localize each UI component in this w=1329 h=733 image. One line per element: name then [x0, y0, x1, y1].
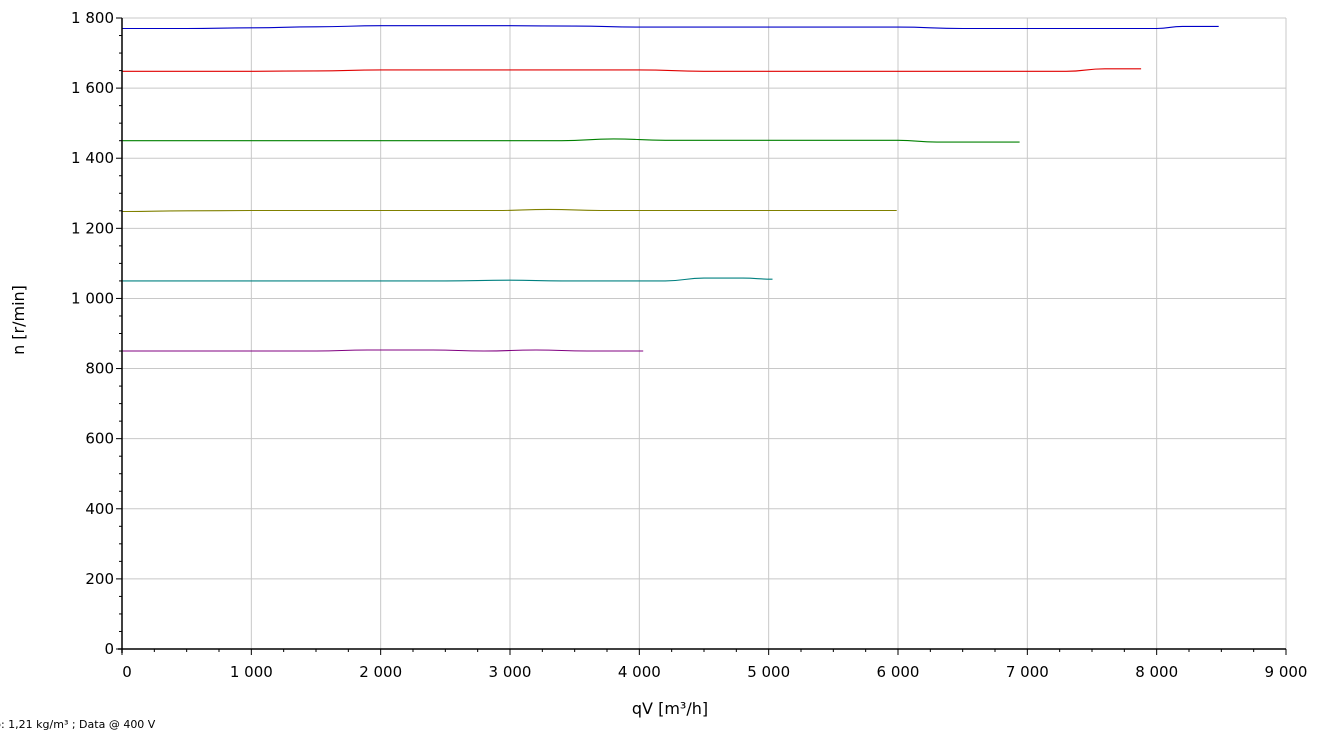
y-tick-label-7: 1 400 — [71, 149, 114, 167]
y-tick-label-2: 400 — [85, 500, 114, 518]
x-tick-label-6: 6 000 — [877, 663, 920, 681]
y-tick-label-0: 0 — [104, 640, 114, 658]
x-tick-label-4: 4 000 — [618, 663, 661, 681]
series-line-4 — [121, 208, 897, 213]
y-tick-label-1: 200 — [85, 570, 114, 588]
axes — [118, 18, 1286, 653]
y-tick-label-6: 1 200 — [71, 219, 114, 237]
series-line-2 — [122, 68, 1142, 72]
y-axis-ticks: 0 200 400 600 800 1 000 1 200 1 400 1 600 1 800 — [71, 9, 122, 658]
x-tick-label-8: 8 000 — [1135, 663, 1178, 681]
series-line-3 — [122, 138, 1020, 143]
chart-footnote: ρ: 1,21 kg/m³ ; Data @ 400 V — [0, 718, 156, 731]
x-tick-label-0: 0 — [122, 663, 132, 681]
x-tick-label-7: 7 000 — [1006, 663, 1049, 681]
y-tick-label-5: 1 000 — [71, 289, 114, 307]
y-tick-label-8: 1 600 — [71, 79, 114, 97]
data-series — [121, 25, 1219, 352]
x-axis-label: qV [m³/h] — [632, 699, 708, 718]
x-tick-label-9: 9 000 — [1265, 663, 1308, 681]
y-tick-label-9: 1 800 — [71, 9, 114, 27]
series-line-6 — [121, 349, 644, 352]
series-line-5 — [121, 277, 773, 282]
x-axis-ticks: 0 1 000 2 000 3 000 4 000 5 000 6 000 7 000 8 00… — [121, 649, 1308, 681]
x-tick-label-5: 5 000 — [747, 663, 790, 681]
y-tick-label-4: 800 — [85, 360, 114, 378]
x-tick-label-3: 3 000 — [489, 663, 532, 681]
x-tick-label-1: 1 000 — [230, 663, 273, 681]
x-tick-label-2: 2 000 — [359, 663, 402, 681]
y-axis-label: n [r/min] — [9, 285, 28, 355]
series-line-1 — [122, 25, 1219, 30]
y-tick-label-3: 600 — [85, 430, 114, 448]
grid-lines — [122, 17, 1287, 649]
